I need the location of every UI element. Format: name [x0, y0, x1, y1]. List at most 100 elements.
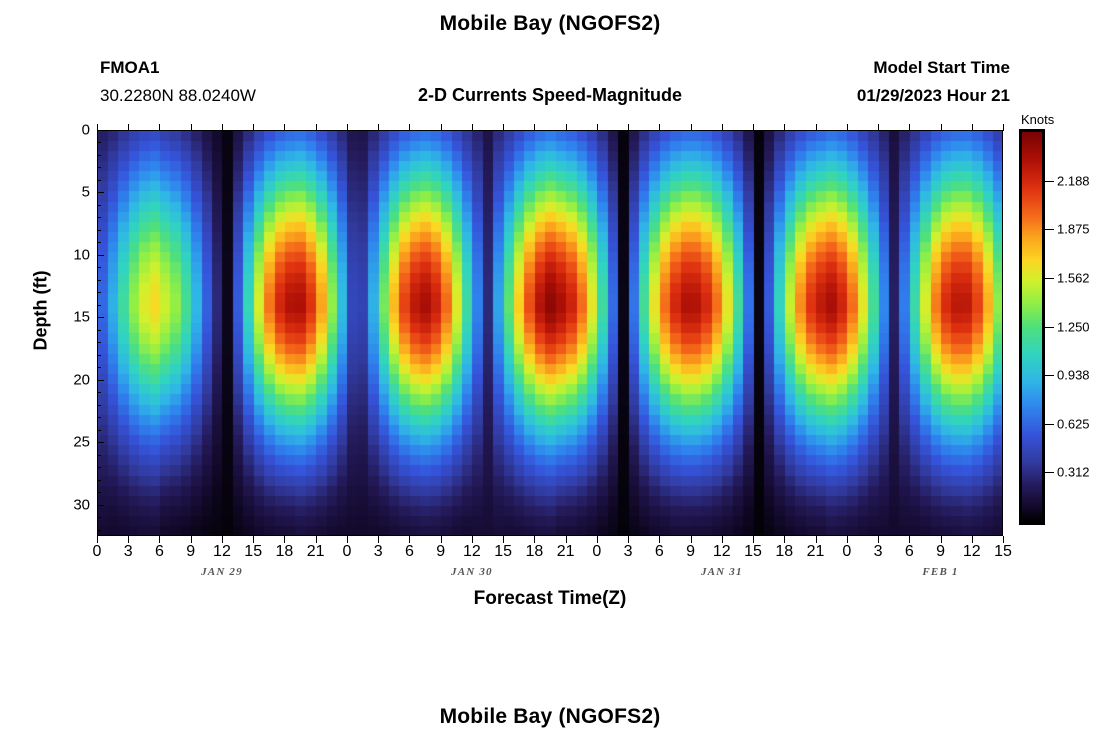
y-axis-minor-tick	[97, 404, 101, 406]
y-axis-minor-tick	[97, 204, 101, 206]
x-axis-tick-top	[97, 124, 98, 131]
x-axis-tick	[971, 536, 973, 543]
x-axis-tick-label: 0	[842, 543, 852, 560]
x-axis-tick-top	[378, 124, 380, 131]
x-axis-tick-label: 3	[373, 543, 383, 560]
x-axis-tick	[409, 536, 411, 543]
x-axis-tick-top	[878, 124, 880, 131]
station-coordinates: 30.2280N 88.0240W	[100, 86, 256, 105]
x-axis-tick-top	[409, 124, 411, 131]
x-axis-tick-top	[846, 124, 848, 131]
y-axis-minor-tick	[97, 454, 101, 456]
y-axis-tick-label: 10	[73, 246, 90, 264]
colorbar-tick-label: 2.188	[1057, 173, 1090, 189]
x-axis-tick	[784, 536, 786, 543]
x-axis-tick-label: 3	[123, 543, 133, 560]
x-axis-tick-top	[784, 124, 786, 131]
x-axis-tick-label: 3	[873, 543, 883, 560]
y-axis-minor-tick	[97, 329, 101, 331]
x-axis-tick	[878, 536, 880, 543]
y-axis-minor-tick	[97, 467, 101, 469]
x-axis-tick	[128, 536, 130, 543]
x-axis-tick-top	[471, 124, 473, 131]
x-axis-tick	[909, 536, 911, 543]
x-axis-tick	[565, 536, 567, 543]
x-axis-tick	[378, 536, 380, 543]
x-axis-tick-label: 0	[342, 543, 352, 560]
x-axis-tick-label: 12	[962, 543, 981, 560]
x-axis-tick	[659, 536, 661, 543]
x-axis-tick	[815, 536, 817, 543]
x-axis-tick-label: 12	[462, 543, 481, 560]
x-axis-tick-top	[221, 124, 223, 131]
y-axis-minor-tick	[97, 342, 101, 344]
colorbar-tick	[1045, 423, 1054, 425]
x-axis-tick	[1003, 536, 1004, 543]
x-axis-tick-label: 6	[904, 543, 914, 560]
chart-subtitle: 2-D Currents Speed-Magnitude	[417, 85, 683, 105]
colorbar-tick-label: 1.562	[1057, 270, 1090, 286]
colorbar-tick	[1045, 375, 1054, 377]
x-axis-tick-label: 15	[744, 543, 762, 560]
model-start-time-value: 01/29/2023 Hour 21	[856, 86, 1010, 105]
y-axis-minor-tick	[97, 179, 101, 181]
x-axis-tick	[628, 536, 630, 543]
y-axis-minor-tick	[97, 292, 101, 294]
x-axis-tick	[690, 536, 692, 543]
x-axis-tick	[190, 536, 192, 543]
colorbar-tick	[1045, 277, 1054, 279]
y-axis-minor-tick	[97, 279, 101, 281]
x-axis-tick-label: 18	[525, 543, 544, 560]
x-axis-tick-label: 6	[654, 543, 664, 560]
x-axis-tick-label: 21	[556, 543, 575, 560]
x-axis-tick-label: 15	[244, 543, 263, 560]
y-axis-minor-tick	[97, 217, 101, 219]
y-axis-minor-tick	[97, 154, 101, 156]
colorbar-tick-label: 0.938	[1057, 367, 1090, 383]
y-axis-tick-label: 5	[81, 183, 90, 201]
x-axis-date-label: FEB 1	[922, 566, 959, 578]
x-axis-tick	[940, 536, 942, 543]
x-axis-tick-label: 9	[936, 543, 945, 560]
x-axis-tick-label: 3	[623, 543, 633, 560]
x-axis-tick-top	[909, 124, 911, 131]
colorbar-tick-label: 0.625	[1057, 416, 1090, 432]
x-axis-tick	[471, 536, 473, 543]
x-axis-tick-top	[346, 124, 348, 131]
x-axis-tick-top	[190, 124, 192, 131]
y-axis-minor-tick	[97, 392, 101, 394]
x-axis-tick-top	[753, 124, 755, 131]
x-axis-tick-top	[971, 124, 973, 131]
y-axis-minor-tick	[97, 304, 101, 306]
currents-heatmap	[97, 130, 1003, 536]
x-axis-tick-label: 18	[775, 543, 794, 560]
colorbar-gradient	[1022, 132, 1042, 522]
y-axis-tick	[97, 317, 104, 319]
y-axis-title: Depth (ft)	[30, 270, 51, 351]
colorbar-tick-label: 1.875	[1057, 221, 1090, 237]
x-axis-tick-top	[315, 124, 317, 131]
y-axis-minor-tick	[97, 479, 101, 481]
x-axis-tick	[721, 536, 723, 543]
x-axis-tick	[253, 536, 255, 543]
x-axis-tick-label: 21	[806, 543, 825, 560]
y-axis-tick	[97, 254, 104, 256]
x-axis-tick-label: 0	[92, 543, 102, 560]
x-axis-tick-label: 9	[686, 543, 696, 560]
y-axis-tick-label: 20	[73, 371, 90, 389]
x-axis-date-label: JAN 29	[201, 566, 243, 578]
colorbar-tick	[1045, 326, 1054, 328]
x-axis-tick-label: 0	[592, 543, 602, 560]
footer-title: Mobile Bay (NGOFS2)	[439, 705, 661, 728]
colorbar-tick-label: 1.250	[1057, 319, 1090, 334]
x-axis-tick-top	[440, 124, 442, 131]
station-id: FMOA1	[100, 58, 160, 77]
colorbar-tick	[1045, 472, 1054, 474]
x-axis-tick-top	[659, 124, 661, 131]
y-axis-minor-tick	[97, 229, 101, 231]
x-axis-tick-top	[565, 124, 567, 131]
main-title: Mobile Bay (NGOFS2)	[439, 12, 661, 35]
y-axis-minor-tick	[97, 529, 101, 531]
y-axis-minor-tick	[97, 354, 101, 356]
x-axis-tick-top	[815, 124, 817, 131]
